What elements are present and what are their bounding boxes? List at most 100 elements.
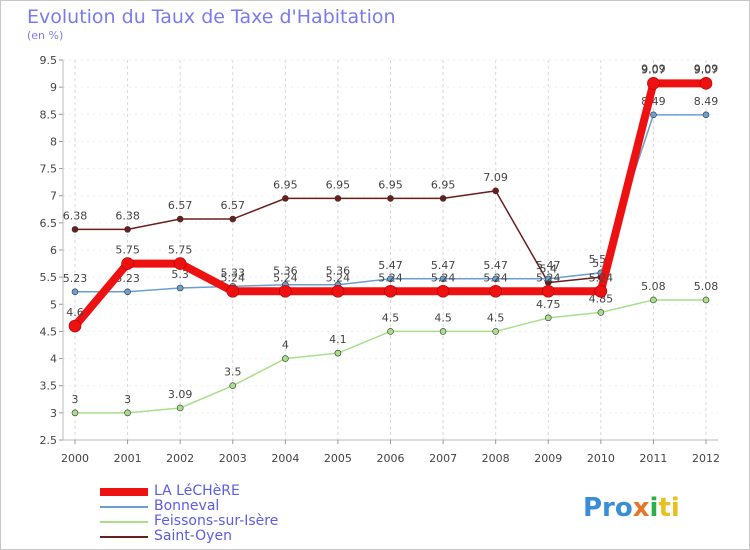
data-point-bonneval (439, 275, 447, 283)
data-label-saint-oyen: 6.95 (273, 178, 298, 191)
data-point-saint-oyen (334, 195, 342, 202)
legend: LA LéCHèRE Bonneval Feissons-sur-Isère Sain… (100, 484, 278, 544)
data-label-saint-oyen: 9.09 (641, 62, 666, 75)
data-point-la-lechere (541, 284, 555, 298)
data-point-bonneval (650, 111, 657, 119)
data-point-feissons-sur-isere (229, 382, 237, 390)
data-point-la-lechere (68, 319, 82, 333)
data-point-bonneval (124, 288, 131, 296)
x-tick-label: 2005 (324, 452, 352, 465)
data-point-la-lechere (489, 284, 502, 298)
data-point-saint-oyen (282, 195, 289, 202)
data-point-feissons-sur-isere (544, 314, 552, 322)
data-label-bonneval: 5.47 (536, 259, 561, 272)
y-tick-label: 5 (50, 298, 57, 311)
data-point-feissons-sur-isere (176, 404, 184, 412)
data-label-feissons-sur-isere: 4.1 (329, 333, 347, 346)
data-point-saint-oyen (124, 226, 131, 233)
data-label-la-lechere: 5.24 (589, 271, 614, 284)
legend-label: LA LéCHèRE (154, 483, 240, 499)
legend-swatch (100, 520, 148, 523)
data-label-saint-oyen: 6.95 (326, 178, 351, 191)
y-tick-label: 2.5 (40, 434, 58, 447)
y-tick-label: 9.5 (40, 54, 58, 67)
data-point-bonneval (71, 288, 79, 296)
x-tick-label: 2006 (377, 452, 405, 465)
data-label-la-lechere: 5.24 (431, 271, 456, 284)
data-point-feissons-sur-isere (334, 349, 342, 357)
logo-part-1: Pro (583, 493, 633, 523)
x-tick-label: 2001 (114, 452, 142, 465)
y-tick-label: 4.5 (40, 325, 58, 338)
legend-label: Feissons-sur-Isère (154, 513, 279, 529)
data-point-la-lechere (331, 284, 345, 298)
data-point-feissons-sur-isere (492, 328, 499, 335)
data-label-bonneval: 5.47 (431, 259, 456, 272)
data-label-feissons-sur-isere: 5.08 (641, 280, 666, 293)
data-point-feissons-sur-isere (282, 355, 289, 362)
data-label-feissons-sur-isere: 4.85 (589, 292, 614, 305)
y-tick-label: 6.5 (40, 217, 58, 230)
data-label-feissons-sur-isere: 3.5 (224, 366, 242, 379)
x-tick-label: 2008 (482, 452, 510, 465)
data-point-bonneval (176, 284, 184, 292)
logo-part-2: x (632, 493, 650, 523)
data-point-bonneval (544, 275, 552, 283)
data-point-la-lechere (647, 77, 660, 90)
data-label-la-lechere: 5.24 (483, 271, 508, 284)
data-label-saint-oyen: 6.57 (168, 199, 193, 212)
data-point-la-lechere (384, 284, 397, 298)
y-tick-label: 3.5 (40, 380, 58, 393)
data-label-saint-oyen: 5.4 (540, 263, 558, 276)
data-label-la-lechere: 5.75 (115, 244, 140, 257)
chart-title: Evolution du Taux de Taxe d'Habitation (27, 6, 396, 28)
x-tick-label: 2002 (166, 452, 194, 465)
data-label-bonneval: 5.36 (326, 265, 351, 278)
data-point-bonneval (387, 275, 394, 283)
data-label-la-lechere: 5.24 (378, 271, 403, 284)
x-tick-label: 2010 (587, 452, 615, 465)
data-label-bonneval: 8.49 (694, 95, 719, 108)
data-label-bonneval: 5.3 (171, 268, 189, 281)
data-point-la-lechere (594, 284, 608, 298)
data-label-feissons-sur-isere: 5.08 (694, 280, 719, 293)
data-point-saint-oyen (387, 195, 394, 202)
data-label-saint-oyen: 6.38 (63, 209, 88, 222)
data-point-feissons-sur-isere (597, 309, 605, 316)
data-label-la-lechere: 5.24 (326, 271, 351, 284)
data-label-la-lechere: 5.75 (168, 244, 193, 257)
data-label-saint-oyen: 9.09 (694, 62, 719, 75)
data-label-bonneval: 5.47 (378, 259, 403, 272)
data-point-feissons-sur-isere (650, 296, 657, 304)
data-point-feissons-sur-isere (439, 328, 447, 335)
x-tick-label: 2000 (61, 452, 89, 465)
proxiti-logo: Proxiti (583, 493, 680, 523)
data-label-bonneval: 5.33 (221, 266, 246, 279)
x-tick-label: 2003 (219, 452, 247, 465)
data-label-feissons-sur-isere: 4.75 (536, 298, 561, 311)
y-tick-label: 4 (50, 353, 57, 366)
data-label-la-lechere: 5.24 (536, 271, 561, 284)
data-point-feissons-sur-isere (387, 328, 394, 335)
legend-item-bonneval: Bonneval (100, 499, 278, 514)
x-tick-label: 2011 (639, 452, 667, 465)
data-label-la-lechere: 5.24 (273, 271, 298, 284)
legend-label: Saint-Oyen (154, 528, 232, 544)
data-label-feissons-sur-isere: 4.5 (487, 311, 505, 324)
logo-part-3: i (649, 493, 659, 523)
data-point-la-lechere (121, 257, 134, 270)
data-label-saint-oyen: 6.95 (431, 178, 456, 191)
data-point-bonneval (492, 275, 499, 283)
data-point-la-lechere (279, 284, 292, 298)
legend-item-feissons-sur-isere: Feissons-sur-Isère (100, 514, 278, 529)
y-tick-label: 7 (50, 190, 57, 203)
data-point-saint-oyen (176, 215, 184, 223)
data-label-bonneval: 5.47 (483, 259, 508, 272)
legend-item-saint-oyen: Saint-Oyen (100, 529, 278, 544)
chart-subtitle: (en %) (27, 29, 64, 42)
data-label-feissons-sur-isere: 4 (282, 339, 289, 352)
data-point-la-lechere (173, 257, 187, 270)
data-point-feissons-sur-isere (124, 409, 131, 417)
legend-swatch (100, 505, 148, 508)
